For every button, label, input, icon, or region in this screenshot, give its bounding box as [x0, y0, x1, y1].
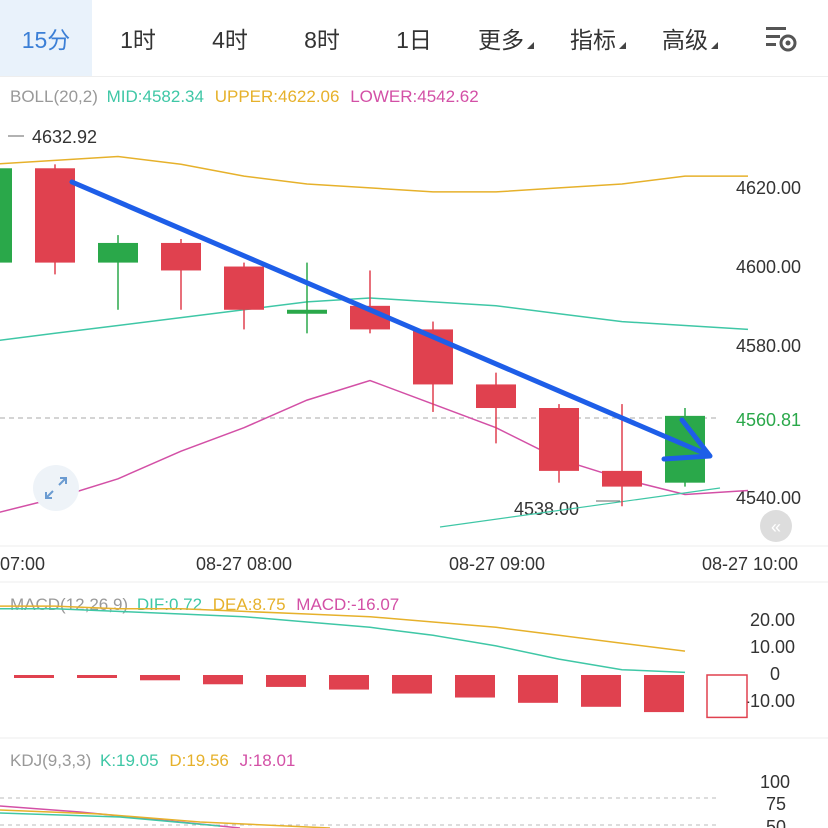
macd-dea-line [0, 605, 686, 652]
candle-body [161, 242, 201, 271]
macd-bar [140, 675, 180, 681]
dropdown-caret-icon [619, 41, 626, 49]
boll-upper-line [0, 155, 748, 193]
price-axis-tick: 4580.00 [736, 336, 801, 356]
candle-body [476, 384, 516, 409]
macd-bar [14, 675, 54, 678]
macd-bar [455, 675, 495, 698]
macd-axis-tick: 20.00 [750, 610, 795, 630]
svg-text:KDJ(9,3,3) K:19.05 D:1: KDJ(9,3,3) K:19.05 D:19.56 J:18.01 [10, 751, 295, 770]
macd-axis-tick: 10.00 [750, 637, 795, 657]
tab-advanced[interactable]: 高级 [644, 0, 736, 76]
tab-label: 8时 [304, 27, 340, 53]
kdj-j-label: J:18.01 [240, 751, 296, 770]
macd-axis-tick: -10.00 [744, 691, 795, 711]
tab-15min[interactable]: 15分 [0, 0, 92, 76]
candle-body [287, 309, 327, 314]
candle-body [0, 168, 12, 263]
expand-icon [45, 477, 67, 499]
macd-bar [329, 675, 369, 690]
candle-body [224, 266, 264, 310]
high-price-label: 4632.92 [32, 127, 97, 147]
macd-dea-label: DEA:8.75 [213, 595, 286, 614]
kdj-axis-tick: 75 [766, 794, 786, 814]
tab-label: 指标 [570, 27, 616, 53]
macd-axis-tick: 0 [770, 664, 780, 684]
tab-1d[interactable]: 1日 [368, 0, 460, 76]
scroll-latest-button[interactable]: « [760, 510, 792, 542]
macd-bar [203, 675, 243, 685]
tab-label: 更多 [478, 27, 524, 53]
price-axis-tick: 4540.00 [736, 488, 801, 508]
svg-text:BOLL(20,2) MID:4582.34: BOLL(20,2) MID:4582.34 UPPER:4622.06 LOW… [10, 87, 479, 106]
time-axis-tick: 07:00 [0, 554, 45, 574]
tab-8h[interactable]: 8时 [276, 0, 368, 76]
macd-histogram [14, 674, 748, 719]
tab-label: 4时 [212, 27, 248, 53]
expand-chart-button[interactable] [33, 465, 79, 511]
double-chevron-left-icon: « [771, 517, 781, 537]
svg-text:MACD(12,26,9) DIF:0.72: MACD(12,26,9) DIF:0.72 DEA:8.75 MACD:-16… [10, 595, 399, 614]
tab-indicators[interactable]: 指标 [552, 0, 644, 76]
tab-more[interactable]: 更多 [460, 0, 552, 76]
macd-bar [518, 675, 558, 703]
boll-mid-label: MID:4582.34 [107, 87, 204, 106]
current-price-label: 4560.81 [736, 410, 801, 430]
dropdown-caret-icon [711, 41, 718, 49]
tab-label: 高级 [662, 27, 708, 53]
macd-bar [266, 675, 306, 687]
time-axis-tick: 08-27 10:00 [702, 554, 798, 574]
price-axis-tick: 4600.00 [736, 257, 801, 277]
candle-body [539, 408, 579, 471]
time-axis-tick: 08-27 08:00 [196, 554, 292, 574]
tab-1h[interactable]: 1时 [92, 0, 184, 76]
macd-dif-label: DIF:0.72 [137, 595, 202, 614]
boll-name: BOLL(20,2) [10, 87, 98, 106]
dropdown-caret-icon [527, 41, 534, 49]
macd-value-label: MACD:-16.07 [296, 595, 399, 614]
macd-lines [0, 605, 686, 674]
kdj-k-label: K:19.05 [100, 751, 159, 770]
macd-bar [392, 675, 432, 694]
kdj-lines [0, 805, 331, 828]
trend-arrow [69, 179, 713, 462]
boll-lower-line [0, 379, 749, 513]
kdj-axis-tick: 100 [760, 772, 790, 792]
boll-lower-label: LOWER:4542.62 [350, 87, 479, 106]
boll-upper-label: UPPER:4622.06 [215, 87, 340, 106]
price-axis-tick: 4620.00 [736, 178, 801, 198]
kdj-axis-tick: 50 [766, 817, 786, 828]
macd-bar [644, 675, 684, 713]
macd-bar [77, 675, 117, 678]
chart-settings-button[interactable] [760, 18, 804, 58]
time-axis-tick: 08-27 09:00 [449, 554, 545, 574]
candles [0, 164, 705, 507]
macd-dif-line [0, 608, 686, 674]
macd-bar [581, 675, 621, 707]
kline-chart[interactable]: BOLL(20,2) MID:4582.34 UPPER:4622.06 LOW… [0, 76, 828, 828]
macd-bar [706, 674, 748, 719]
candle-body [98, 242, 138, 263]
kdj-d-label: D:19.56 [169, 751, 229, 770]
tab-label: 1日 [396, 27, 432, 53]
tab-4h[interactable]: 4时 [184, 0, 276, 76]
candle-body [602, 470, 642, 487]
kdj-name: KDJ(9,3,3) [10, 751, 91, 770]
boll-lower-extension-line [439, 487, 721, 528]
candle-body [35, 168, 75, 263]
chart-settings-icon [766, 27, 797, 52]
tab-label: 15分 [21, 27, 71, 53]
tab-label: 1时 [120, 27, 156, 53]
timeframe-tabs: 15分 1时 4时 8时 1日 更多 指标 高级 [0, 0, 828, 77]
